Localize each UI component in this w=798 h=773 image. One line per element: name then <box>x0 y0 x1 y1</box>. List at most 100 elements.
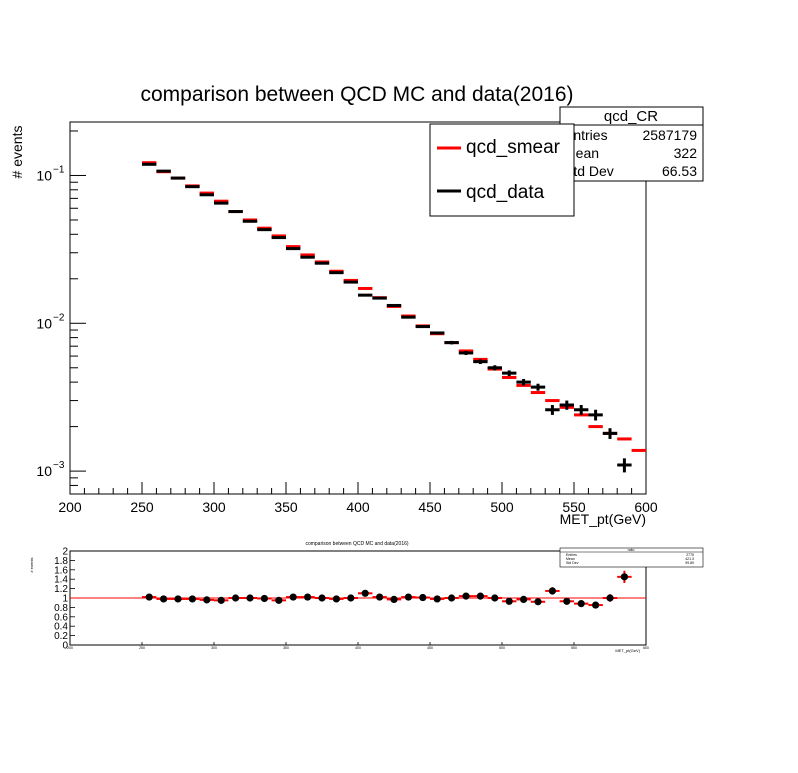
ratio-y-tick-label: 0.6 <box>54 612 68 623</box>
ratio-marker <box>592 601 600 609</box>
data-point <box>199 193 214 197</box>
data-point <box>617 458 632 473</box>
ratio-point <box>617 570 632 583</box>
data-point <box>545 405 560 415</box>
main-x-tick-label: 500 <box>490 499 514 515</box>
ratio-marker <box>246 594 254 602</box>
main-stats-box: qcd_CR Entries 2587179 Mean 322 Std Dev … <box>559 106 704 182</box>
ratio-point <box>242 594 258 602</box>
ratio-title: comparison between QCD MC and data(2016) <box>305 541 408 547</box>
data-point <box>444 340 459 345</box>
ratio-point <box>372 593 387 601</box>
ratio-marker <box>361 589 369 597</box>
main-stats-value-entries: 2587179 <box>642 127 697 143</box>
ratio-point <box>358 589 373 597</box>
main-x-tick-label: 200 <box>58 499 82 515</box>
ratio-marker <box>160 595 168 603</box>
ratio-point <box>142 593 157 601</box>
ratio-point <box>286 593 301 601</box>
ratio-y-tick-label: 1.8 <box>54 556 68 567</box>
main-x-tick-label: 550 <box>562 499 586 515</box>
ratio-point <box>415 593 430 602</box>
data-point <box>574 405 589 415</box>
ratio-marker <box>145 593 153 601</box>
main-x-tick-label: 450 <box>418 499 442 515</box>
main-x-tick-label: 250 <box>130 499 154 515</box>
data-point <box>286 247 301 251</box>
ratio-point <box>343 594 358 602</box>
ratio-point <box>257 594 272 603</box>
ratio-point <box>199 596 214 604</box>
ratio-marker <box>520 595 528 604</box>
data-point <box>516 378 531 386</box>
ratio-stats-label-stddev: Std Dev <box>566 561 579 565</box>
ratio-y-tick-label: 0.2 <box>54 631 68 642</box>
ratio-y-tick-label: 0.4 <box>54 622 68 633</box>
main-stats-title: qcd_CR <box>604 108 658 125</box>
ratio-marker <box>376 593 384 601</box>
data-point <box>185 185 200 189</box>
main-stats-value-stddev: 66.53 <box>662 163 697 179</box>
ratio-marker <box>433 595 441 603</box>
ratio-marker <box>491 594 499 602</box>
ratio-axis-ticks: 00.20.40.60.811.21.41.61.82 200 250 300 350 4… <box>54 547 649 652</box>
data-point <box>214 201 229 205</box>
ratio-marker <box>289 593 297 601</box>
ratio-marker <box>390 595 398 604</box>
data-point <box>502 370 517 376</box>
ratio-stats-value-entries: 2775 <box>686 553 694 557</box>
data-point <box>242 219 258 223</box>
ratio-point <box>588 601 603 609</box>
ratio-stats-label-mean: Mean <box>566 557 575 561</box>
data-point <box>228 210 243 214</box>
data-point <box>343 280 358 284</box>
ratio-marker <box>174 595 182 603</box>
ratio-point <box>228 594 243 602</box>
data-point <box>142 162 157 166</box>
ratio-point <box>386 595 402 604</box>
data-point <box>415 325 430 329</box>
ratio-stats-value-stddev: 99.89 <box>685 561 694 565</box>
data-point <box>602 428 618 439</box>
ratio-point <box>170 595 186 603</box>
ratio-x-axis-label: MET_pt(GeV) <box>615 648 640 653</box>
ratio-stats-box: ratio Entries 2775 Mean 421.3 Std Dev 99… <box>559 547 704 568</box>
data-point <box>530 383 546 391</box>
ratio-point <box>329 595 344 603</box>
main-y-tick-label: 10 <box>36 167 52 183</box>
ratio-stats-frame <box>559 547 704 568</box>
ratio-x-tick-label: 300 <box>211 646 217 650</box>
ratio-point <box>473 592 488 600</box>
ratio-y-tick-label: 0 <box>62 641 68 652</box>
ratio-marker <box>448 594 456 602</box>
ratio-x-tick-label: 550 <box>571 646 577 650</box>
data-point <box>372 296 387 300</box>
ratio-marker <box>203 596 211 604</box>
ratio-marker <box>419 593 427 602</box>
ratio-marker <box>606 594 614 602</box>
main-title: comparison between QCD MC and data(2016) <box>140 83 573 106</box>
main-y-tick-exponent: −1 <box>53 164 65 175</box>
ratio-point <box>545 587 560 595</box>
ratio-y-axis-label: # events <box>29 557 34 572</box>
ratio-x-tick-label: 400 <box>355 646 361 650</box>
ratio-point <box>271 596 286 604</box>
data-point <box>559 400 574 410</box>
main-x-tick-label: 600 <box>634 499 658 515</box>
ratio-marker <box>304 593 312 601</box>
data-point <box>401 315 416 319</box>
ratio-stats-value-mean: 421.3 <box>685 557 694 561</box>
ratio-marker <box>318 594 326 602</box>
main-legend: qcd_smear qcd_data <box>429 123 575 217</box>
ratio-point <box>156 595 171 603</box>
data-point <box>430 331 445 335</box>
ratio-marker <box>332 595 340 603</box>
data-point <box>257 228 272 232</box>
main-y-tick-label: 10 <box>36 315 52 331</box>
ratio-y-tick-label: 1.2 <box>54 584 68 595</box>
ratio-marker <box>505 597 513 605</box>
ratio-marker <box>577 600 585 608</box>
ratio-y-tick-label: 0.8 <box>54 603 68 614</box>
